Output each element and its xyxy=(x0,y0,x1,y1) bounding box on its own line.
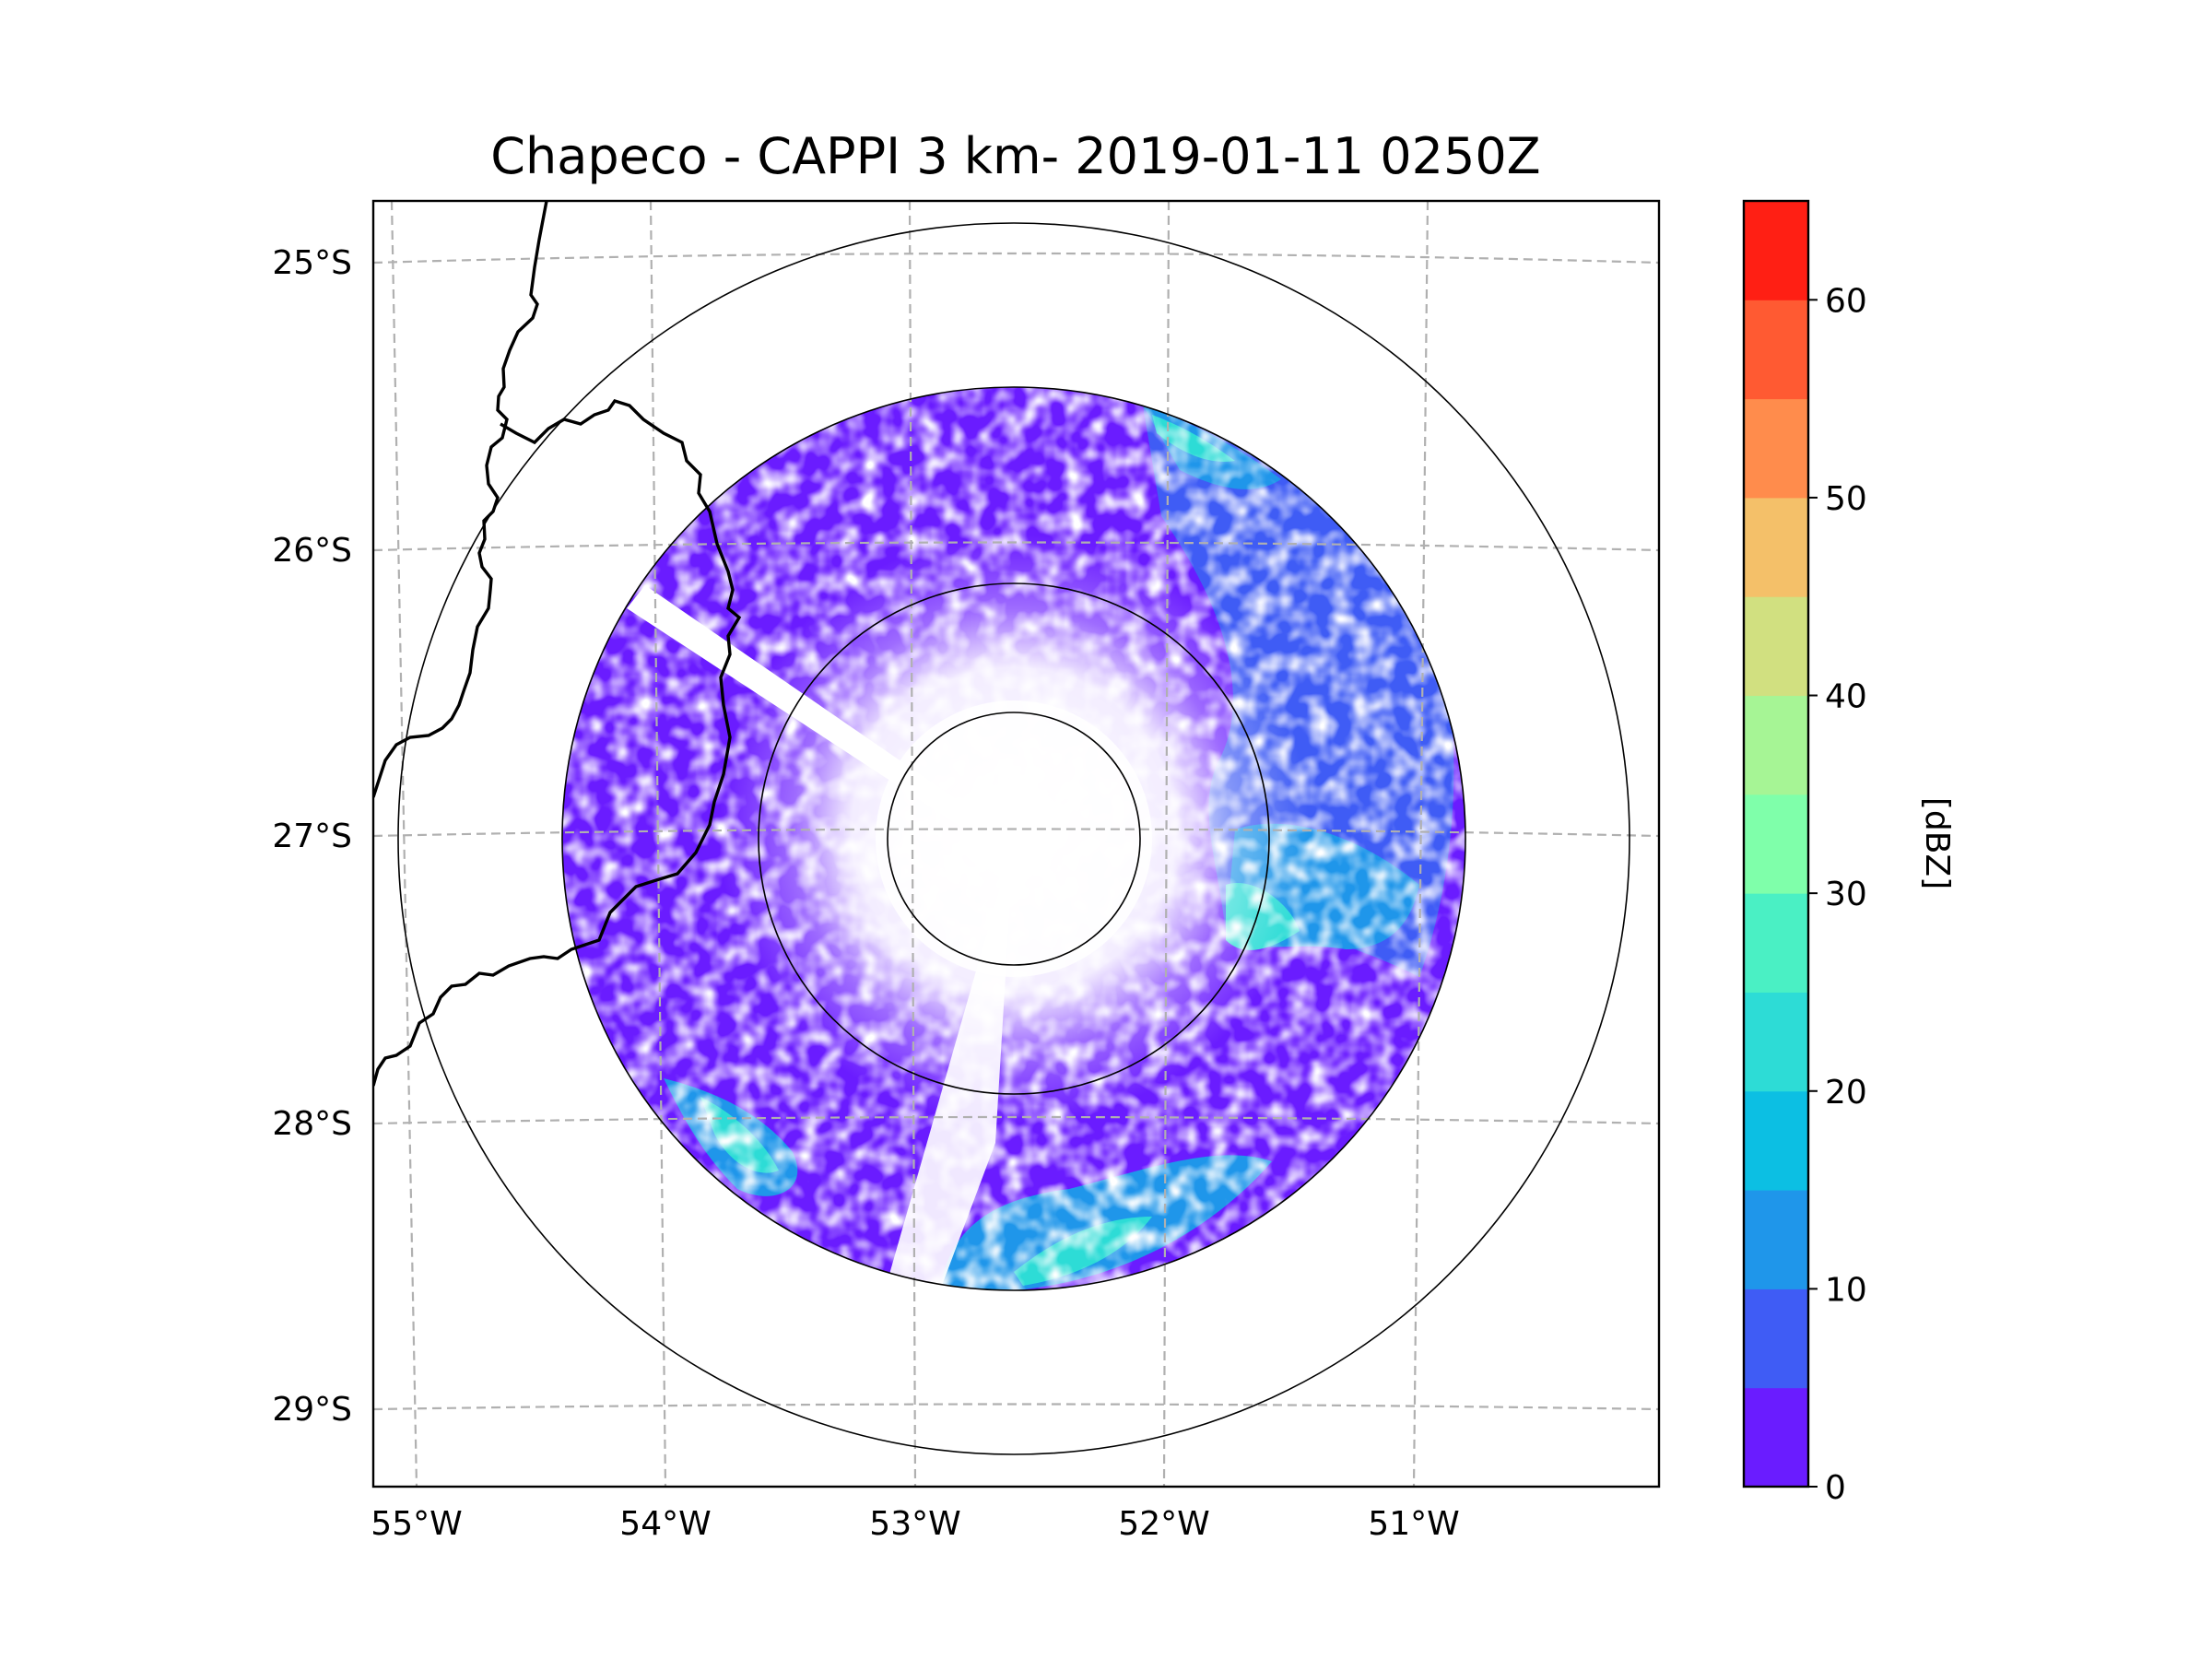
range-ring-middle xyxy=(758,582,1270,1095)
map-frame xyxy=(371,199,1661,1488)
border-lines xyxy=(373,201,742,1087)
lat-tick-labels: 25°S 26°S 27°S 28°S 29°S xyxy=(272,244,352,1429)
lon-tick-labels: 55°W 54°W 53°W 52°W 51°W xyxy=(371,1505,1459,1543)
colorbar-label: [dBZ] xyxy=(1918,797,1956,889)
colorbar-tick-label: 40 xyxy=(1825,678,1867,716)
chart-title: Chapeco - CAPPI 3 km- 2019-01-11 0250Z xyxy=(490,127,1540,185)
colorbar: 0 10 20 30 40 50 60 [dBZ] xyxy=(1742,199,1956,1507)
border-argentina-brazil xyxy=(373,201,548,798)
gridline-lat-28 xyxy=(373,1115,1659,1125)
gridline-lat-25 xyxy=(373,252,1659,265)
colorbar-tick-label: 20 xyxy=(1825,1074,1867,1112)
lat-label-27: 27°S xyxy=(272,818,352,855)
colorbar-swatch xyxy=(1744,596,1808,697)
range-ring-data-edge xyxy=(561,386,1466,1291)
lat-label-28: 28°S xyxy=(272,1105,352,1143)
colorbar-tick-label: 0 xyxy=(1825,1469,1846,1507)
colorbar-swatch xyxy=(1744,992,1808,1092)
range-ring-outer xyxy=(397,222,1630,1455)
beam-blockage xyxy=(627,585,1014,853)
lat-label-26: 26°S xyxy=(272,532,352,570)
colorbar-swatch xyxy=(1744,398,1808,499)
colorbar-tick-label: 50 xyxy=(1825,480,1867,518)
colorbar-swatch xyxy=(1744,893,1808,993)
colorbar-swatch xyxy=(1744,300,1808,400)
lon-label-53: 53°W xyxy=(869,1505,960,1543)
colorbar-swatch xyxy=(1744,1387,1808,1488)
gridlines xyxy=(373,201,1659,1487)
reflectivity-field xyxy=(562,387,1465,1290)
colorbar-ticks: 0 10 20 30 40 50 60 xyxy=(1808,282,1867,1507)
lat-label-29: 29°S xyxy=(272,1391,352,1429)
colorbar-swatch xyxy=(1744,695,1808,795)
gridline-lat-26 xyxy=(373,541,1659,552)
range-rings xyxy=(397,222,1630,1455)
colorbar-tick-label: 10 xyxy=(1825,1271,1867,1309)
colorbar-swatch xyxy=(1744,1090,1808,1191)
colorbar-tick-label: 60 xyxy=(1825,282,1867,320)
gridline-lon-54 xyxy=(649,201,667,1487)
colorbar-tick-label: 30 xyxy=(1825,876,1867,913)
gridline-lat-27 xyxy=(373,828,1659,838)
gridline-lon-51 xyxy=(1412,201,1430,1487)
colorbar-swatch xyxy=(1744,201,1808,300)
lon-label-55: 55°W xyxy=(371,1505,462,1543)
lat-label-25: 25°S xyxy=(272,244,352,282)
gridline-lon-53 xyxy=(908,201,917,1487)
colorbar-swatch xyxy=(1744,497,1808,597)
border-parana-santa-catarina xyxy=(373,399,742,1087)
colorbar-frame xyxy=(1742,199,1810,1488)
gridline-lon-52 xyxy=(1162,201,1171,1487)
lon-label-52: 52°W xyxy=(1118,1505,1209,1543)
gridline-lon-55 xyxy=(390,201,418,1487)
range-ring-inner xyxy=(887,712,1141,966)
colorbar-swatches xyxy=(1744,201,1808,1488)
map-area xyxy=(373,201,1659,1487)
lon-label-54: 54°W xyxy=(619,1505,711,1543)
colorbar-swatch xyxy=(1744,1190,1808,1289)
colorbar-swatch xyxy=(1744,1288,1808,1389)
lon-label-51: 51°W xyxy=(1368,1505,1459,1543)
gridline-lat-29 xyxy=(373,1403,1659,1411)
colorbar-swatch xyxy=(1744,794,1808,894)
